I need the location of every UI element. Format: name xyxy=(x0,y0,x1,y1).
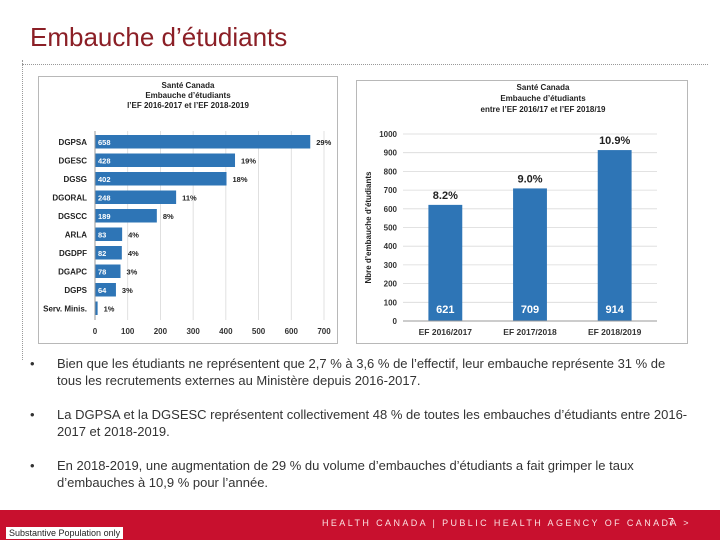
vbar-value-label: 621 xyxy=(436,304,454,316)
footer-agency-name: HEALTH CANADA | PUBLIC HEALTH AGENCY OF … xyxy=(322,518,691,528)
vbar-y-tick-label: 200 xyxy=(384,280,398,289)
vbar-value-label: 914 xyxy=(605,304,624,316)
vbar-rate-label: 10.9% xyxy=(599,135,630,147)
vbar-value-label: 709 xyxy=(521,304,539,316)
hbar-percent-label: 1% xyxy=(104,304,115,313)
hbar-bar xyxy=(95,246,122,260)
bullet-symbol: • xyxy=(30,458,35,473)
vbar-rate-label: 9.0% xyxy=(517,173,542,185)
vbar-y-tick-label: 700 xyxy=(384,186,398,195)
vbar-y-axis-label: Nbre d’embauche d’étudiants xyxy=(364,171,373,284)
hbar-x-tick-label: 100 xyxy=(121,327,135,336)
vbar-y-tick-label: 400 xyxy=(384,242,398,251)
hbar-percent-label: 3% xyxy=(127,267,138,276)
hbar-x-tick-label: 300 xyxy=(186,327,200,336)
hbar-percent-label: 3% xyxy=(122,286,133,295)
hbar-value-label: 83 xyxy=(98,230,106,239)
vbar-category-label: EF 2016/2017 xyxy=(419,327,473,337)
hbar-bar xyxy=(95,264,121,278)
vbar-y-tick-label: 800 xyxy=(384,167,398,176)
vbar-y-tick-label: 1000 xyxy=(379,130,397,139)
vbar-y-tick-label: 100 xyxy=(384,298,398,307)
vbar-chart-title: Embauche d’étudiants xyxy=(500,94,586,103)
hbar-percent-label: 19% xyxy=(241,156,256,165)
hbar-value-label: 189 xyxy=(98,212,111,221)
hbar-bar xyxy=(95,190,177,204)
hbar-value-label: 428 xyxy=(98,156,111,165)
vbar-rate-label: 8.2% xyxy=(433,190,458,202)
slide-title: Embauche d’étudiants xyxy=(30,22,288,52)
vbar-category-label: EF 2017/2018 xyxy=(503,327,557,337)
footer-note: Substantive Population only xyxy=(6,527,124,539)
hbar-bar xyxy=(95,135,311,149)
title-divider xyxy=(22,64,708,65)
bullet-item: • Bien que les étudiants ne représentent… xyxy=(30,355,690,389)
hbar-chart-title: Embauche d’étudiants xyxy=(145,91,231,100)
hbar-x-tick-label: 200 xyxy=(154,327,168,336)
vbar-y-tick-label: 600 xyxy=(384,205,398,214)
hbar-percent-label: 11% xyxy=(182,193,197,202)
bullet-item: • En 2018-2019, une augmentation de 29 %… xyxy=(30,457,690,491)
hbar-bar xyxy=(95,209,157,223)
vbar-bar xyxy=(597,150,632,321)
hbar-category-label: DGDPF xyxy=(59,249,87,258)
vbar-chart-panel: Santé Canada Embauche d’étudiants entre l’… xyxy=(356,80,688,344)
hbar-value-label: 64 xyxy=(98,286,107,295)
vbar-bar xyxy=(513,188,547,321)
hbar-bar xyxy=(95,227,123,241)
hbar-x-tick-label: 0 xyxy=(93,327,98,336)
bullet-text: En 2018-2019, une augmentation de 29 % d… xyxy=(57,458,634,490)
vbar-y-tick-label: 0 xyxy=(393,317,398,326)
hbar-value-label: 78 xyxy=(98,267,106,276)
hbar-percent-label: 4% xyxy=(128,249,139,258)
bullet-item: • La DGPSA et la DGSESC représentent col… xyxy=(30,406,690,440)
hbar-bar xyxy=(95,172,227,186)
hbar-category-label: DGORAL xyxy=(52,193,87,202)
hbar-category-label: DGESC xyxy=(59,156,88,165)
hbar-category-label: ARLA xyxy=(65,230,87,239)
hbar-chart-title: l’EF 2016-2017 et l’EF 2018-2019 xyxy=(127,101,249,110)
vbar-bar xyxy=(428,204,463,321)
hbar-category-label: DGAPC xyxy=(58,267,87,276)
hbar-x-tick-label: 400 xyxy=(219,327,233,336)
hbar-category-label: DGSCC xyxy=(58,212,87,221)
hbar-category-label: Serv. Minis. xyxy=(43,304,87,313)
hbar-chart-panel: Santé Canada Embauche d’étudiants l’EF 201… xyxy=(38,76,338,344)
vbar-category-label: EF 2018/2019 xyxy=(588,327,642,337)
vbar-chart-title: entre l’EF 2016/17 et l’EF 2018/19 xyxy=(481,105,607,114)
hbar-value-label: 248 xyxy=(98,193,111,202)
bullet-text: Bien que les étudiants ne représentent q… xyxy=(57,356,666,388)
hbar-percent-label: 8% xyxy=(163,212,174,221)
hbar-bar xyxy=(95,283,116,297)
left-divider xyxy=(22,60,23,360)
hbar-value-label: 82 xyxy=(98,249,106,258)
bullet-symbol: • xyxy=(30,356,35,371)
hbar-category-label: DGPSA xyxy=(59,138,88,147)
bullet-list: • Bien que les étudiants ne représentent… xyxy=(30,355,690,508)
vbar-chart-title: Santé Canada xyxy=(517,83,570,92)
hbar-value-label: 402 xyxy=(98,175,111,184)
hbar-category-label: DGSG xyxy=(63,175,87,184)
hbar-percent-label: 29% xyxy=(316,138,331,147)
vbar-y-tick-label: 500 xyxy=(384,224,398,233)
hbar-value-label: 658 xyxy=(98,138,111,147)
page-number: 7 xyxy=(668,517,674,528)
hbar-percent-label: 18% xyxy=(233,175,248,184)
bullet-symbol: • xyxy=(30,407,35,422)
bullet-text: La DGPSA et la DGSESC représentent colle… xyxy=(57,407,688,439)
hbar-category-label: DGPS xyxy=(64,286,87,295)
hbar-chart-title: Santé Canada xyxy=(162,81,215,90)
hbar-x-tick-label: 700 xyxy=(317,327,331,336)
hbar-bar xyxy=(95,153,236,167)
hbar-bar xyxy=(95,301,98,315)
vbar-y-tick-label: 300 xyxy=(384,261,398,270)
vbar-chart: Santé Canada Embauche d’étudiants entre l’… xyxy=(364,83,657,337)
hbar-x-tick-label: 600 xyxy=(285,327,299,336)
hbar-x-tick-label: 500 xyxy=(252,327,266,336)
hbar-percent-label: 4% xyxy=(128,230,139,239)
vbar-y-tick-label: 900 xyxy=(384,149,398,158)
